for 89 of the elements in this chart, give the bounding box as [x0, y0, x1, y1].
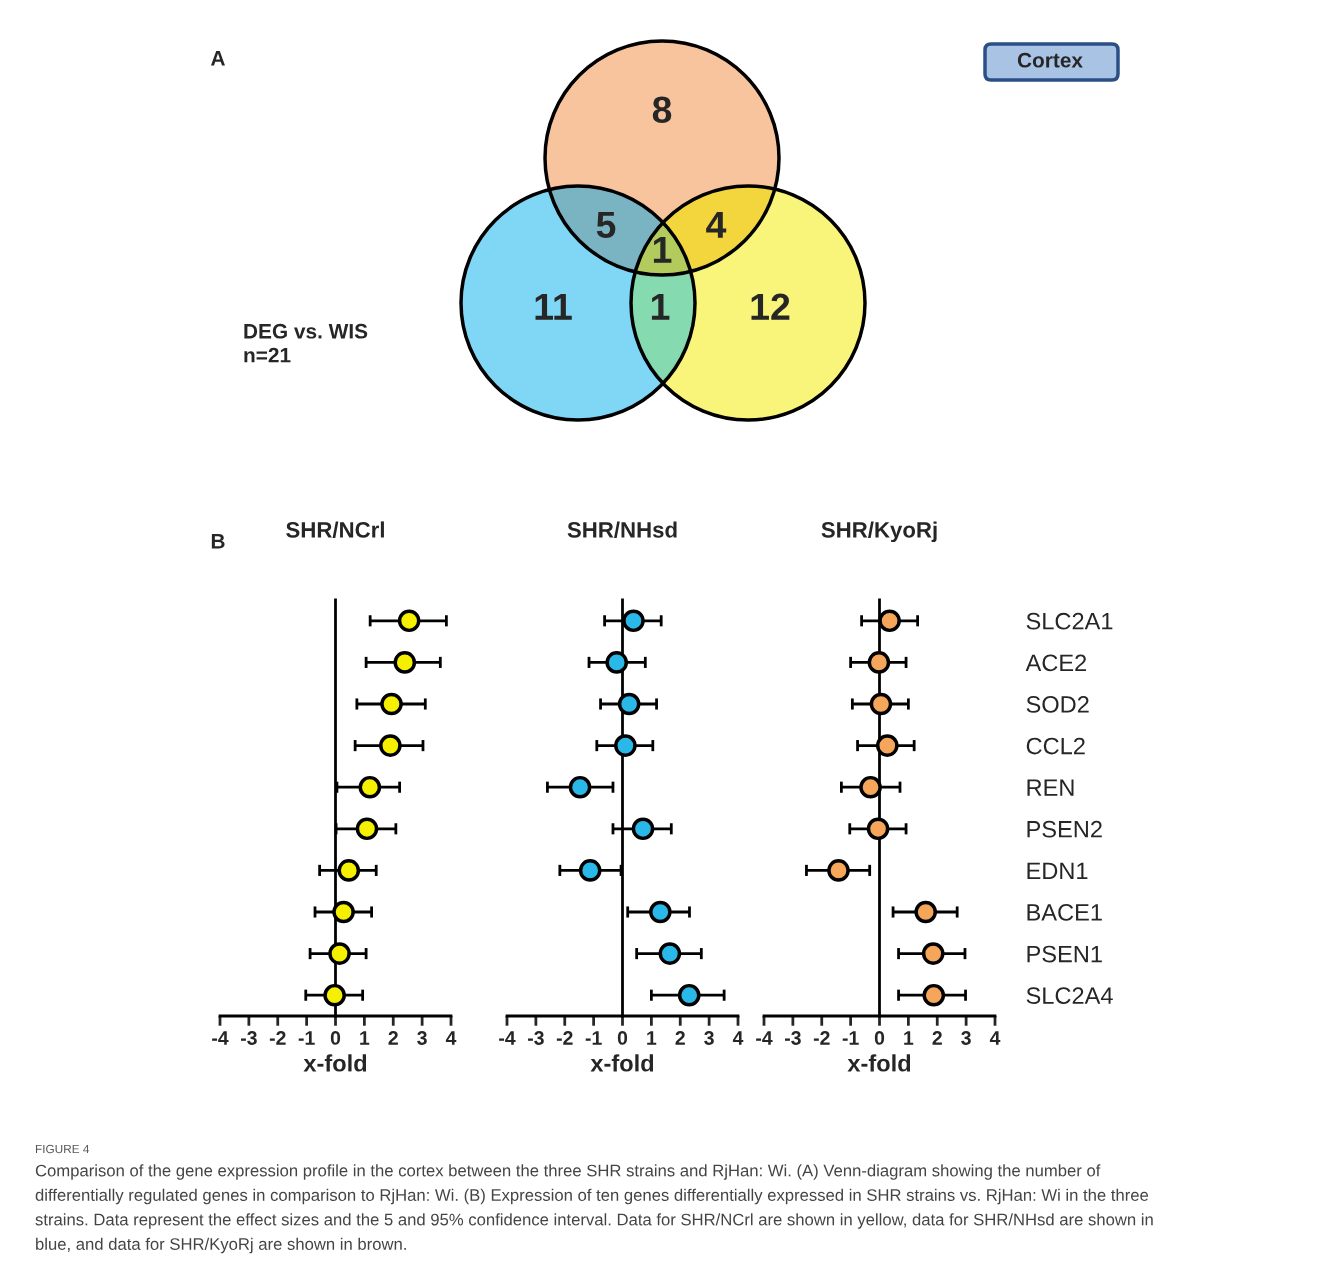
- point: [827, 859, 850, 882]
- y-tick-label: SLC2A4: [1026, 987, 1113, 1004]
- point: [578, 859, 602, 882]
- x-tick-label: -2: [269, 1031, 286, 1045]
- point: [397, 609, 421, 633]
- x-tick-label: -4: [756, 1031, 773, 1045]
- x-tick-label: -3: [527, 1031, 544, 1045]
- text: DEG vs. WIS n=21: [244, 323, 368, 363]
- x-axis-title: x-fold: [847, 1054, 911, 1072]
- x-tick-label: 0: [330, 1031, 341, 1045]
- x-tick-label: 3: [417, 1031, 427, 1045]
- x-tick-label: -3: [784, 1031, 801, 1045]
- point: [677, 983, 701, 1007]
- text: 12: [751, 293, 790, 320]
- y-tick-label: REN: [1027, 779, 1074, 796]
- x-tick-label: 3: [961, 1031, 971, 1045]
- point: [332, 900, 355, 924]
- x-tick-label: 1: [904, 1031, 914, 1045]
- x-tick-label: 2: [675, 1031, 685, 1045]
- x-tick-label: 4: [445, 1031, 457, 1045]
- x-axis-title: x-fold: [303, 1054, 367, 1072]
- point: [859, 775, 882, 799]
- text: differentially regulated genes in comparison to RjHan: Wi. (B) Expression of ten genes differentially expressed in SHR strains vs. RjHan: Wi in the three: [35, 1188, 1149, 1205]
- point: [355, 817, 379, 841]
- x-tick-label: -2: [813, 1031, 830, 1045]
- chart-title: SHR/NCrl: [286, 521, 384, 538]
- point: [922, 983, 946, 1007]
- x-tick-label: 0: [617, 1031, 628, 1045]
- point: [867, 651, 891, 674]
- x-tick-label: 1: [360, 1031, 370, 1045]
- y-tick-label: SLC2A1: [1026, 612, 1113, 630]
- point: [379, 734, 402, 757]
- x-tick-label: 3: [704, 1031, 714, 1045]
- point: [631, 817, 655, 841]
- y-tick-label: BACE1: [1027, 904, 1102, 921]
- x-tick-label: -1: [585, 1031, 602, 1045]
- point: [328, 942, 351, 965]
- y-tick-label: ACE2: [1025, 654, 1087, 672]
- point: [614, 734, 637, 757]
- x-axis-title: x-fold: [590, 1054, 654, 1072]
- point: [358, 775, 382, 799]
- point: [658, 942, 682, 965]
- point: [875, 734, 899, 757]
- x-tick-label: 1: [647, 1031, 657, 1045]
- x-tick-label: -1: [842, 1031, 859, 1045]
- point: [323, 983, 346, 1007]
- x-tick-label: -2: [556, 1031, 573, 1045]
- point: [380, 692, 403, 716]
- text: 8: [652, 96, 672, 124]
- text: Comparison of the gene expression profile in the cortex between the three SHR strains and RjHan: Wi. (A) Venn-diagram showing the number of: [35, 1164, 1101, 1180]
- x-tick-label: 0: [874, 1031, 885, 1045]
- x-tick-label: -3: [240, 1031, 257, 1045]
- text: A: [210, 51, 225, 66]
- text: blue, and data for SHR/KyoRj are shown in brown.: [36, 1237, 406, 1254]
- chart-title: SHR/NHsd: [567, 521, 677, 538]
- text: 11: [535, 293, 572, 320]
- y-tick-label: SOD2: [1026, 696, 1089, 713]
- point: [617, 692, 641, 716]
- text: 4: [706, 211, 727, 238]
- text: B: [211, 534, 225, 549]
- text: 5: [596, 211, 616, 239]
- y-tick-label: PSEN2: [1027, 820, 1102, 838]
- point: [921, 942, 945, 965]
- point: [605, 651, 629, 674]
- point: [878, 609, 901, 633]
- point: [568, 775, 592, 799]
- chart-title: SHR/KyoRj: [821, 521, 937, 543]
- y-tick-label: EDN1: [1027, 862, 1088, 879]
- y-tick-label: PSEN1: [1027, 945, 1102, 963]
- text: 1: [651, 293, 670, 320]
- x-tick-label: 4: [989, 1031, 1001, 1045]
- x-tick-label: -4: [499, 1031, 516, 1045]
- point: [866, 817, 890, 841]
- text: 1: [653, 236, 672, 263]
- point: [914, 900, 938, 924]
- x-tick-label: 2: [932, 1031, 942, 1045]
- point: [393, 651, 417, 674]
- caption: FIGURE 4: [35, 1144, 90, 1154]
- y-tick-label: CCL2: [1026, 737, 1085, 755]
- point: [869, 692, 893, 716]
- x-tick-label: -4: [212, 1031, 229, 1045]
- point: [337, 859, 361, 882]
- x-tick-label: -1: [298, 1031, 315, 1045]
- point: [622, 609, 645, 633]
- text: strains. Data represent the effect sizes and the 5 and 95% confidence interval. Data for SHR/NCrl are shown in yellow, data for SHR/NHsd are shown in: [35, 1213, 1153, 1229]
- x-tick-label: 2: [388, 1031, 398, 1045]
- text: Cortex: [1017, 52, 1083, 68]
- point: [649, 900, 672, 924]
- x-tick-label: 4: [732, 1031, 744, 1045]
